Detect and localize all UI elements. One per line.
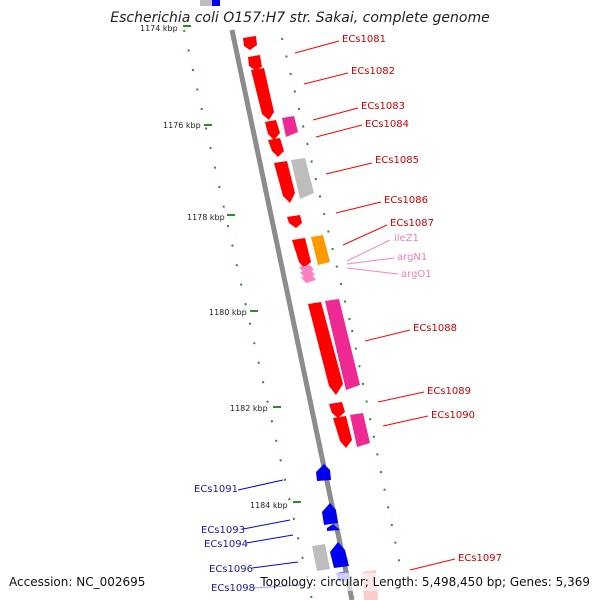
gene-label: argN1 (397, 252, 427, 263)
gene-label: ECs1089 (427, 386, 471, 397)
genome-backbone (229, 29, 355, 600)
leader-ECs1081 (294, 40, 340, 54)
footer-backdrop (255, 573, 595, 591)
gene-ECs1081 (243, 36, 257, 50)
gene-ECs1096 (330, 542, 349, 568)
leader-ECs1086 (335, 201, 382, 214)
kbp-tick (227, 214, 235, 216)
gene-label: ECs1081 (342, 34, 386, 45)
gene-ECs1096-gray (312, 544, 330, 571)
gene-ECs1087-red (292, 238, 311, 268)
gene-label: ECs1094 (204, 539, 248, 550)
leader-ECs1094 (245, 534, 294, 544)
kbp-label: 1180 kbp (209, 308, 247, 317)
gene-label: ileZ1 (394, 233, 419, 244)
gene-label: ECs1082 (351, 66, 395, 77)
gene-partial-blue-top (212, 0, 220, 6)
leader-ECs1084 (315, 124, 363, 138)
gene-label: ECs1097 (458, 553, 502, 564)
gene-label: ECs1088 (413, 323, 457, 334)
gene-ECs1091 (316, 464, 331, 481)
gene-ECs1094 (327, 524, 340, 531)
inner-tick-track-2 (351, 329, 403, 576)
gene-ECs1087-orange (311, 235, 330, 265)
gene-ECs1083-pink (282, 116, 298, 137)
kbp-label: 1182 kbp (230, 404, 268, 413)
gene-partial-gray-top (200, 0, 212, 6)
leader-argN1 (346, 257, 395, 265)
leader-ECs1089 (377, 391, 425, 403)
gene-label: ECs1096 (209, 564, 253, 575)
kbp-label: 1178 kbp (187, 213, 225, 222)
gene-ECs1089 (329, 402, 345, 418)
leader-ECs1088 (364, 329, 411, 342)
gene-ECs1088-pink (325, 299, 360, 390)
kbp-tick (293, 501, 301, 503)
kbp-tick (273, 406, 281, 408)
kbp-label: 1184 kbp (250, 501, 288, 510)
topology-label: Topology: circular; Length: 5,498,450 bp… (259, 575, 590, 589)
kbp-tick (183, 25, 191, 27)
gene-ECs1082-a (248, 55, 262, 70)
kbp-label: 1174 kbp (140, 24, 178, 33)
gene-ECs1088-red (308, 302, 343, 395)
gene-label: ECs1085 (375, 155, 419, 166)
leader-argO1 (346, 267, 399, 275)
accession-label: Accession: NC_002695 (9, 575, 145, 589)
gene-ECs1085-gray (291, 158, 314, 199)
map-title: Escherichia coli O157:H7 str. Sakai, com… (110, 10, 489, 26)
gene-ECs1082-b (251, 68, 274, 120)
kbp-tick (204, 124, 212, 126)
leader-ECs1085 (325, 162, 373, 175)
leader-ECs1096 (251, 561, 299, 569)
gene-labels: ECs1081 ECs1082 ECs1083 ECs1084 ECs1085 … (194, 34, 502, 594)
gene-glyphs (243, 36, 378, 600)
leader-ECs1083 (312, 107, 359, 121)
gene-ECs1090-red (333, 416, 352, 448)
gene-glyphs-reverse (312, 464, 349, 582)
leader-ileZ1 (346, 239, 391, 262)
gene-label: ECs1090 (431, 410, 475, 421)
gene-label: ECs1083 (361, 101, 405, 112)
gene-ECs1084-b (268, 138, 284, 157)
gene-ECs1093 (322, 503, 338, 525)
gene-ECs1084-a (265, 120, 280, 140)
trna-argO1 (301, 275, 316, 283)
leader-ECs1097 (409, 558, 456, 571)
leader-lines (237, 40, 456, 589)
gene-label: argO1 (401, 269, 432, 280)
kbp-scale: 1174 kbp 1176 kbp 1178 kbp 1180 kbp 1182… (140, 24, 301, 510)
leader-ECs1087 (342, 224, 388, 246)
leader-ECs1091 (237, 479, 284, 491)
leader-ECs1090 (382, 415, 429, 427)
leader-ECs1093 (242, 519, 291, 530)
leader-ECs1082 (303, 72, 349, 85)
gene-ECs1085-red (274, 161, 295, 203)
gene-label: ECs1091 (194, 484, 238, 495)
kbp-label: 1176 kbp (163, 121, 201, 130)
gene-label: ECs1084 (365, 119, 409, 130)
gene-label: ECs1098 (211, 583, 255, 594)
gene-ECs1090-pink (350, 413, 370, 447)
kbp-tick (250, 310, 258, 312)
gene-label: ECs1093 (201, 525, 245, 536)
gene-ECs1086 (287, 215, 302, 228)
gene-label: ECs1087 (390, 218, 434, 229)
gene-label: ECs1086 (384, 195, 428, 206)
